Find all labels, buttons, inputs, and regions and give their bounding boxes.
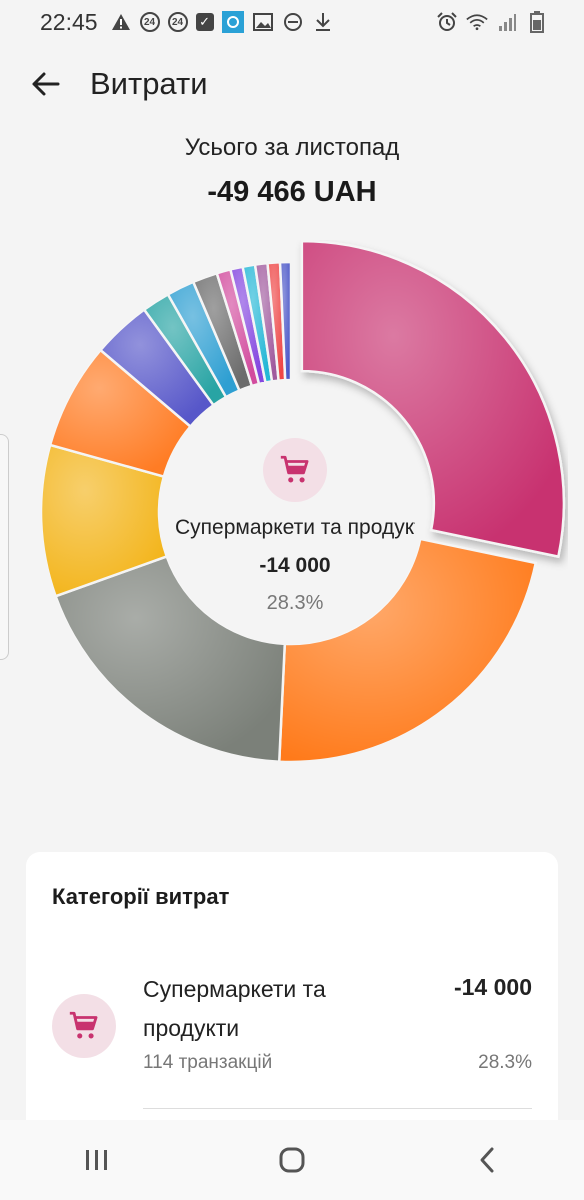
home-icon xyxy=(279,1147,305,1173)
selected-category-amount: -14 000 xyxy=(259,554,331,577)
selected-category-icon xyxy=(263,438,327,502)
transaction-count: 114 транзакцій xyxy=(143,1052,273,1073)
battery-icon xyxy=(526,11,548,33)
app-bar: Витрати xyxy=(0,52,584,116)
minus-circle-icon xyxy=(282,11,304,33)
total-label: Усього за листопад xyxy=(184,134,400,161)
app-blue-icon xyxy=(221,11,244,33)
nav-back-button[interactable] xyxy=(447,1130,527,1190)
status-icons-right xyxy=(436,11,548,33)
chevron-left-icon xyxy=(480,1147,494,1173)
category-icon xyxy=(52,994,116,1058)
arrow-left-icon xyxy=(32,72,60,96)
category-amount: -14 000 xyxy=(453,974,532,1000)
selected-category-info: Супермаркети та продукти -14 000 28.3% xyxy=(150,438,440,615)
status-icons-left: 24 24 ✓ xyxy=(110,11,334,33)
recents-button[interactable] xyxy=(57,1130,137,1190)
divider xyxy=(143,1108,532,1109)
page-title: Витрати xyxy=(90,66,208,101)
image-icon xyxy=(252,11,274,33)
recents-icon xyxy=(86,1150,108,1170)
system-nav-bar xyxy=(0,1120,584,1200)
category-percent: 28.3% xyxy=(478,1052,532,1073)
badge-24-icon: 24 xyxy=(139,12,160,32)
edge-panel-handle[interactable] xyxy=(0,434,9,660)
warning-icon xyxy=(110,11,132,33)
home-button[interactable] xyxy=(252,1130,332,1190)
signal-icon xyxy=(496,11,518,33)
download-icon xyxy=(312,11,334,33)
check-box-icon: ✓ xyxy=(195,13,214,31)
status-time: 22:45 xyxy=(40,8,98,35)
list-item[interactable]: Супермаркети та продукти 114 транзакцій … xyxy=(26,964,558,1104)
category-name: Супермаркети та продукти xyxy=(143,976,326,1041)
shopping-cart-icon xyxy=(69,1011,98,1039)
alarm-icon xyxy=(436,11,458,33)
selected-category-name: Супермаркети та продукти xyxy=(175,516,415,539)
card-title: Категорії витрат xyxy=(52,884,230,909)
shopping-cart-icon xyxy=(280,455,309,483)
back-button[interactable] xyxy=(0,52,90,116)
badge-24-icon: 24 xyxy=(167,12,188,32)
selected-category-percent: 28.3% xyxy=(266,592,324,614)
total-amount: -49 466 UAH xyxy=(207,176,377,208)
wifi-icon xyxy=(466,11,488,33)
status-bar: 22:45 24 24 ✓ xyxy=(0,0,584,44)
